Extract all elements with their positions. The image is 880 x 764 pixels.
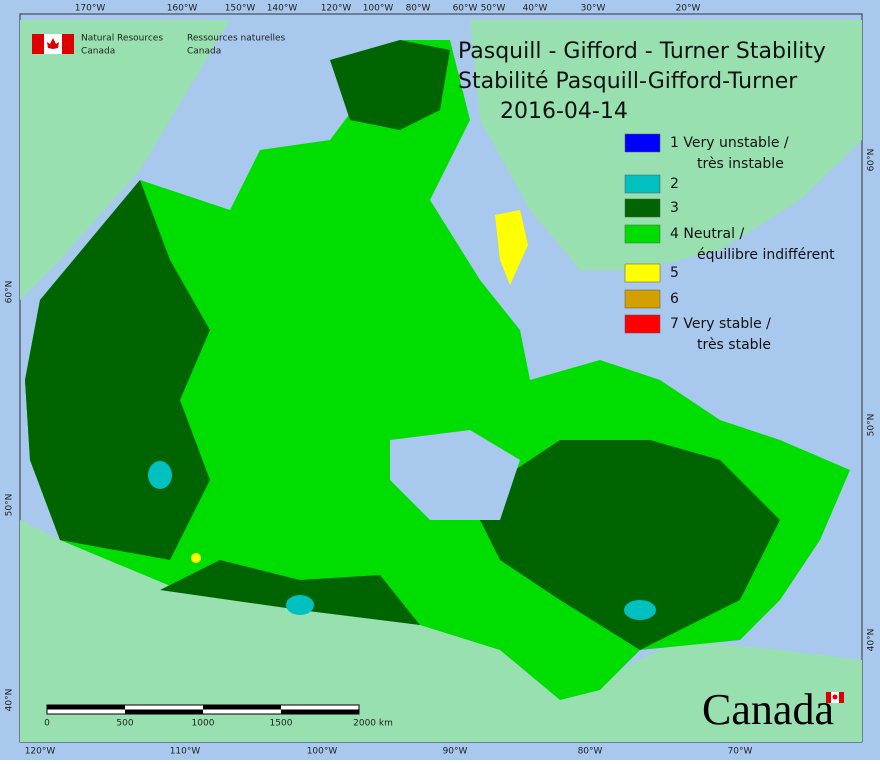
legend-swatch bbox=[624, 224, 661, 244]
zone-3-south bbox=[160, 560, 420, 625]
scale-label: 2000 km bbox=[353, 719, 393, 729]
scale-bar-segment bbox=[203, 705, 281, 710]
legend-label: 4 Neutral / bbox=[670, 226, 744, 242]
scale-bar-segment bbox=[47, 705, 125, 710]
legend-label: équilibre indifférent bbox=[697, 247, 835, 263]
graticule-label: 90°W bbox=[443, 747, 468, 757]
zone-5 bbox=[191, 553, 201, 563]
graticule-label: 120°W bbox=[321, 4, 352, 14]
title-line: Stabilité Pasquill-Gifford-Turner bbox=[458, 69, 798, 94]
legend-swatch bbox=[624, 133, 661, 153]
graticule-label: 150°W bbox=[225, 4, 256, 14]
graticule-label: 100°W bbox=[363, 4, 394, 14]
legend-swatch bbox=[624, 314, 661, 334]
zone-2 bbox=[286, 595, 314, 615]
zone-5 bbox=[495, 210, 528, 285]
scale-bar: 0 500 1000 1500 2000 km bbox=[44, 704, 393, 729]
graticule-label: 120°W bbox=[25, 747, 56, 757]
graticule-label: 40°W bbox=[523, 4, 548, 14]
usa bbox=[20, 520, 862, 742]
agency-fr: Canada bbox=[187, 47, 221, 57]
graticule-label: 20°W bbox=[676, 4, 701, 14]
zone-3-north bbox=[330, 40, 450, 130]
legend-label: 1 Very unstable / bbox=[670, 135, 789, 151]
scale-bar-segment bbox=[281, 709, 359, 714]
graticule-label: 60°N bbox=[5, 281, 15, 304]
graticule-label: 40°N bbox=[867, 629, 877, 652]
zone-2 bbox=[148, 461, 172, 489]
graticule-label: 80°W bbox=[578, 747, 603, 757]
legend-label: 6 bbox=[670, 291, 679, 307]
legend-label: très instable bbox=[697, 156, 784, 172]
canada-wordmark: Canada bbox=[702, 685, 834, 734]
graticule-label: 40°N bbox=[5, 689, 15, 712]
hudson-bay bbox=[390, 430, 520, 520]
scale-label: 1000 bbox=[192, 719, 215, 729]
graticule-label: 110°W bbox=[170, 747, 201, 757]
legend-swatch bbox=[624, 263, 661, 283]
graticule-label: 100°W bbox=[307, 747, 338, 757]
legend-label: très stable bbox=[697, 337, 771, 353]
zone-3-east bbox=[470, 440, 780, 650]
agency-en: Natural Resources bbox=[81, 34, 163, 44]
agency-en: Canada bbox=[81, 47, 115, 57]
graticule-label: 80°W bbox=[406, 4, 431, 14]
scale-label: 500 bbox=[116, 719, 133, 729]
graticule-label: 170°W bbox=[75, 4, 106, 14]
wordmark-flag bbox=[826, 692, 844, 703]
legend-label: 2 bbox=[670, 176, 679, 192]
scale-bar-segment bbox=[125, 709, 203, 714]
alaska bbox=[20, 20, 230, 300]
graticule-label: 160°W bbox=[167, 4, 198, 14]
agency-fr: Ressources naturelles bbox=[187, 34, 286, 44]
graticule-label: 60°W bbox=[453, 4, 478, 14]
graticule-label: 70°W bbox=[728, 747, 753, 757]
title-line: Pasquill - Gifford - Turner Stability bbox=[458, 39, 826, 64]
graticule-label: 140°W bbox=[267, 4, 298, 14]
zone-2 bbox=[624, 600, 656, 620]
greenland bbox=[470, 20, 862, 270]
legend-label: 5 bbox=[670, 265, 679, 281]
legend-swatch bbox=[624, 289, 661, 309]
legend-swatch bbox=[624, 174, 661, 194]
legend-swatch bbox=[624, 198, 661, 218]
graticule-label: 50°N bbox=[5, 494, 15, 517]
scale-label: 0 bbox=[44, 719, 50, 729]
graticule-label: 30°W bbox=[581, 4, 606, 14]
legend-label: 3 bbox=[670, 200, 679, 216]
title-line: 2016-04-14 bbox=[500, 99, 628, 124]
graticule-label: 60°N bbox=[867, 149, 877, 172]
legend-label: 7 Very stable / bbox=[670, 316, 771, 332]
scale-label: 1500 bbox=[270, 719, 293, 729]
graticule-label: 50°W bbox=[481, 4, 506, 14]
flag bbox=[32, 34, 74, 54]
graticule-label: 50°N bbox=[867, 414, 877, 437]
